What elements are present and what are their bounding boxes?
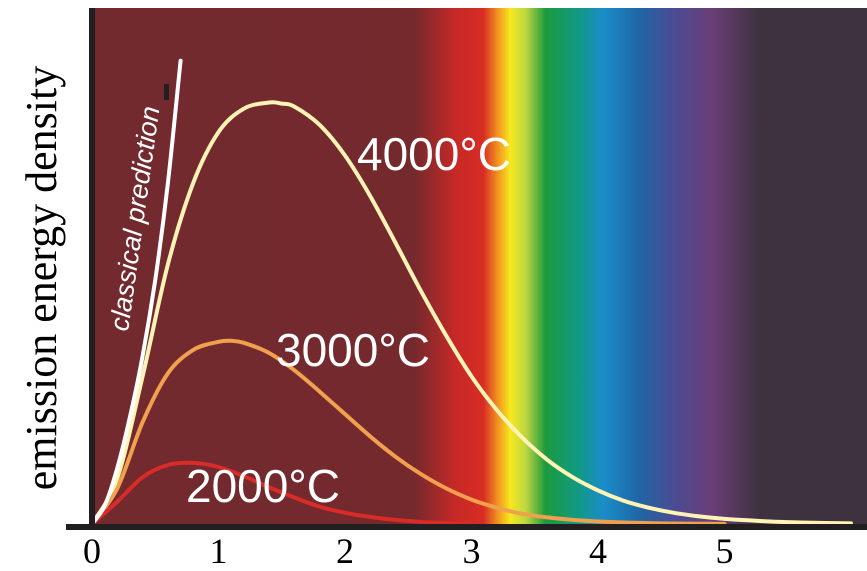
series-label-2000c: 2000°C [186,460,340,512]
series-label-4000c: 4000°C [357,128,511,180]
plot-background-spectrum [92,8,867,525]
y-axis-label: emission energy density [17,66,66,490]
x-tick-label: 2 [336,531,354,571]
x-tick-label: 1 [210,531,228,571]
series-line-2000c [90,460,474,526]
series-layer [90,58,853,526]
x-tick-label: 5 [716,531,734,571]
series-line-4000c [90,100,853,526]
x-tick-label: 0 [83,531,101,571]
x-tick-label: 4 [589,531,607,571]
x-tick-label: 3 [463,531,481,571]
series-line-3000c [90,338,727,526]
series-label-3000c: 3000°C [276,324,430,376]
series-line-classical-prediction [90,58,183,526]
classical-marker [164,84,169,100]
x-tick-layer: 0 1 2 3 4 5 [83,531,734,571]
